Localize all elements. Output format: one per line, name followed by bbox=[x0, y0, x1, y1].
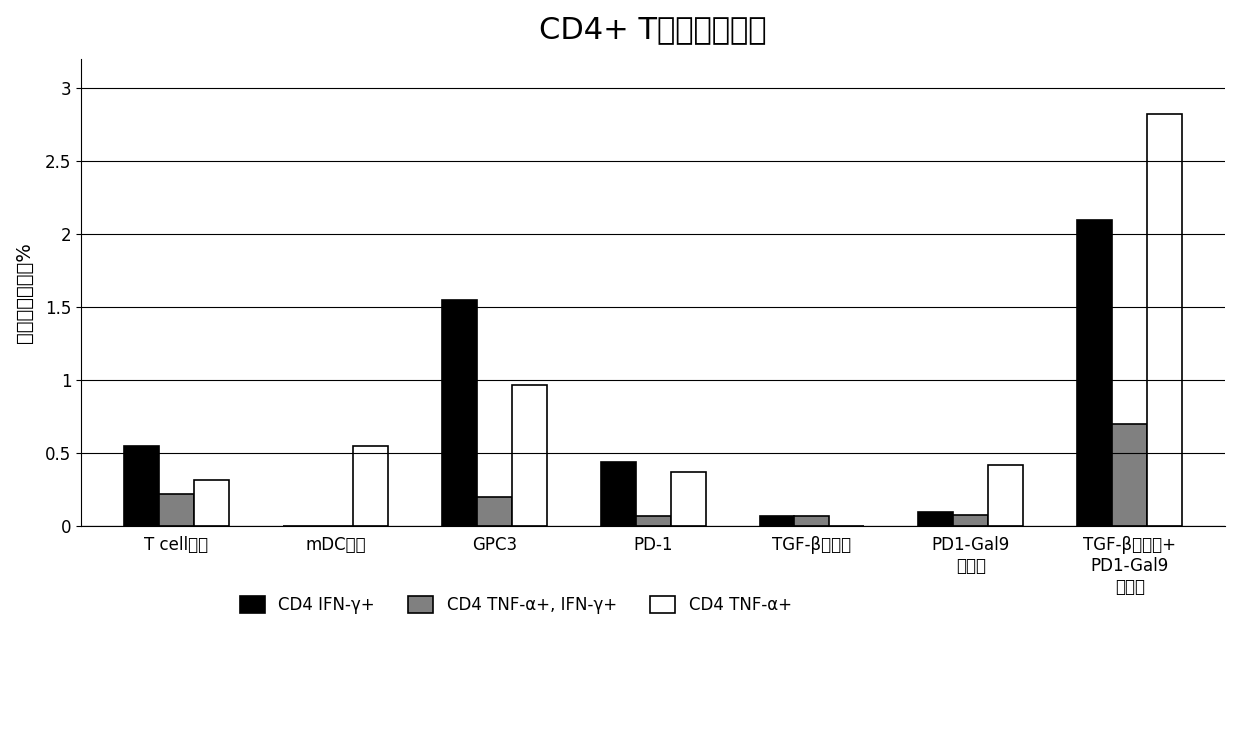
Bar bbox=[795, 516, 830, 526]
Bar bbox=[476, 497, 512, 526]
Bar bbox=[671, 472, 706, 526]
Bar bbox=[1147, 114, 1182, 526]
Bar bbox=[124, 446, 159, 526]
Bar bbox=[512, 385, 547, 526]
Bar bbox=[600, 462, 636, 526]
Bar bbox=[1078, 220, 1112, 526]
Bar bbox=[954, 514, 988, 526]
Bar bbox=[919, 512, 954, 526]
Legend: CD4 IFN-γ+, CD4 TNF-α+, IFN-γ+, CD4 TNF-α+: CD4 IFN-γ+, CD4 TNF-α+, IFN-γ+, CD4 TNF-… bbox=[233, 590, 799, 621]
Bar bbox=[353, 446, 388, 526]
Bar bbox=[988, 465, 1023, 526]
Bar bbox=[193, 479, 229, 526]
Bar bbox=[636, 516, 671, 526]
Bar bbox=[159, 494, 193, 526]
Bar bbox=[760, 516, 795, 526]
Bar bbox=[1112, 424, 1147, 526]
Bar bbox=[441, 300, 476, 526]
Y-axis label: 阳性细胞比例，%: 阳性细胞比例，% bbox=[15, 242, 33, 343]
Title: CD4+ T细胞应答结果: CD4+ T细胞应答结果 bbox=[539, 15, 766, 44]
